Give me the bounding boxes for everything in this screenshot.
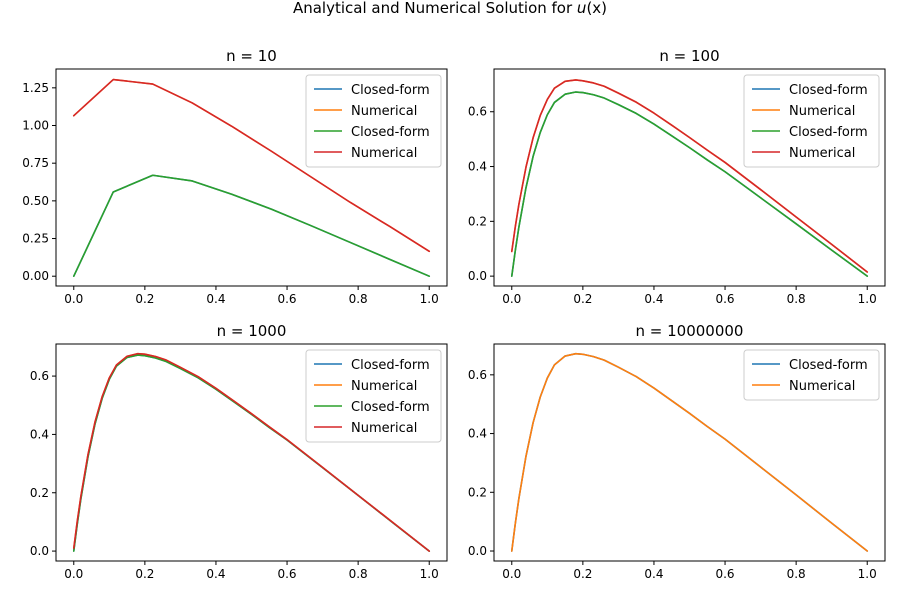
y-tick-label: 0.6: [30, 369, 49, 383]
x-tick-label: 0.4: [206, 292, 225, 306]
axes-frame: [493, 68, 886, 287]
subplot-n-1000: n = 1000 0.0 0.2 0.4 0.6 0.8 1.0 0.0 0.2 0.4 0.6 Cl…: [30, 322, 448, 581]
x-tick-label: 0.8: [787, 567, 806, 581]
legend-label: Numerical: [351, 146, 417, 161]
x-tick-label: 0.8: [349, 567, 368, 581]
legend-label: Closed-form: [789, 358, 868, 373]
x-tick-label: 0.2: [573, 567, 592, 581]
series-line-numerical-1: [510, 352, 869, 552]
y-tick-label: 1.25: [22, 81, 49, 95]
y-tick-label: 0.0: [468, 269, 487, 283]
series-line-closed-form-0: [72, 174, 431, 278]
x-tick-label: 1.0: [420, 567, 439, 581]
subplot-n-10: n = 10 0.0 0.2 0.4 0.6 0.8 1.0 0.00 0.25 0.50 0.75…: [22, 47, 448, 306]
y-tick-label: 0.25: [22, 232, 49, 246]
y-tick-label: 0.00: [22, 269, 49, 283]
series-line-numerical-3: [72, 352, 431, 552]
subplot-title: n = 10: [226, 47, 277, 65]
x-tick-label: 0.0: [502, 292, 521, 306]
x-tick-label: 0.4: [644, 292, 663, 306]
x-tick-label: 1.0: [858, 292, 877, 306]
x-tick-label: 0.4: [644, 567, 663, 581]
axes-frame: [55, 68, 448, 287]
y-tick-label: 0.6: [468, 368, 487, 382]
legend: [305, 349, 442, 443]
figure-title: Analytical and Numerical Solution for u(…: [293, 0, 607, 17]
series-line-closed-form-2: [510, 91, 869, 277]
legend-label: Closed-form: [351, 400, 430, 415]
x-tick-label: 0.8: [787, 292, 806, 306]
x-tick-label: 0.2: [573, 292, 592, 306]
x-tick-label: 1.0: [858, 567, 877, 581]
x-tick-label: 0.2: [135, 292, 154, 306]
y-tick-label: 0.2: [30, 486, 49, 500]
subplot-title: n = 100: [659, 47, 719, 65]
legend-label: Numerical: [789, 379, 855, 394]
legend-label: Numerical: [789, 104, 855, 119]
y-tick-label: 0.2: [468, 485, 487, 499]
subplot-title: n = 10000000: [636, 322, 744, 340]
legend: [743, 349, 880, 401]
legend-label: Numerical: [351, 379, 417, 394]
y-tick-label: 0.0: [468, 544, 487, 558]
x-tick-label: 0.4: [206, 567, 225, 581]
legend-label: Closed-form: [351, 83, 430, 98]
x-tick-label: 0.6: [277, 292, 296, 306]
axes-frame: [55, 343, 448, 562]
axes-frame: [493, 343, 886, 562]
x-tick-label: 0.0: [502, 567, 521, 581]
series-line-numerical-3: [510, 79, 869, 273]
x-tick-label: 0.6: [715, 567, 734, 581]
legend: [743, 74, 880, 168]
legend-label: Closed-form: [789, 83, 868, 98]
y-tick-label: 1.00: [22, 119, 49, 133]
x-tick-label: 0.6: [277, 567, 296, 581]
x-tick-label: 0.0: [64, 567, 83, 581]
legend-label: Closed-form: [351, 358, 430, 373]
x-tick-label: 0.0: [64, 292, 83, 306]
y-tick-label: 0.50: [22, 194, 49, 208]
legend-label: Numerical: [789, 146, 855, 161]
x-tick-label: 0.2: [135, 567, 154, 581]
legend-label: Closed-form: [351, 125, 430, 140]
y-tick-label: 0.0: [30, 544, 49, 558]
legend-label: Numerical: [351, 104, 417, 119]
subplot-n-10000000: n = 10000000 0.0 0.2 0.4 0.6 0.8 1.0 0.0 0.2 0.4 0…: [468, 322, 886, 581]
legend-label: Closed-form: [789, 125, 868, 140]
legend-label: Numerical: [351, 421, 417, 436]
subplot-n-100: n = 100 0.0 0.2 0.4 0.6 0.8 1.0 0.0 0.2 0.4 0.6 Clo…: [468, 47, 886, 306]
x-tick-label: 0.6: [715, 292, 734, 306]
y-tick-label: 0.4: [468, 427, 487, 441]
series-line-closed-form-2: [72, 174, 431, 278]
series-line-numerical-3: [72, 78, 431, 253]
y-tick-label: 0.75: [22, 156, 49, 170]
y-tick-label: 0.4: [468, 160, 487, 174]
subplot-title: n = 1000: [217, 322, 287, 340]
y-tick-label: 0.6: [468, 105, 487, 119]
x-tick-label: 0.8: [349, 292, 368, 306]
y-tick-label: 0.4: [30, 427, 49, 441]
y-tick-label: 0.2: [468, 214, 487, 228]
x-tick-label: 1.0: [420, 292, 439, 306]
legend: [305, 74, 442, 168]
